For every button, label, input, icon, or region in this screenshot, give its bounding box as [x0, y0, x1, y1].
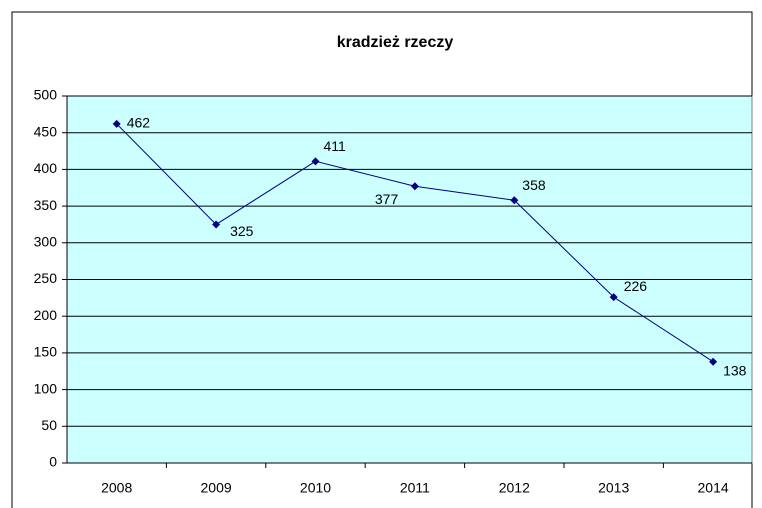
data-label: 411 — [324, 138, 347, 154]
x-tick-label: 2009 — [201, 480, 232, 496]
data-point — [609, 293, 618, 302]
x-tick-label: 2013 — [598, 480, 629, 496]
y-tick-label: 150 — [34, 344, 58, 360]
data-label: 138 — [723, 362, 747, 378]
data-label: 377 — [375, 191, 399, 207]
data-label: 358 — [522, 177, 546, 193]
y-tick-label: 350 — [34, 197, 58, 213]
chart-title: kradzież rzeczy — [337, 34, 454, 51]
x-tick-label: 2012 — [499, 480, 530, 496]
y-tick-label: 50 — [41, 417, 57, 433]
y-tick-label: 450 — [34, 123, 58, 139]
data-point — [410, 182, 419, 191]
y-tick-label: 500 — [34, 87, 58, 103]
y-tick-label: 200 — [34, 307, 58, 323]
y-tick-label: 0 — [49, 454, 57, 470]
data-point — [510, 196, 519, 205]
y-tick-label: 400 — [34, 160, 58, 176]
x-tick-label: 2011 — [400, 480, 430, 496]
y-tick-label: 100 — [34, 380, 58, 396]
y-tick-label: 250 — [34, 270, 58, 286]
data-point — [112, 119, 121, 128]
x-tick-label: 2010 — [300, 480, 331, 496]
data-point — [311, 157, 320, 166]
x-tick-label: 2014 — [698, 480, 729, 496]
y-tick-label: 300 — [34, 234, 58, 250]
x-tick-label: 2008 — [101, 480, 132, 496]
data-label: 462 — [127, 115, 151, 131]
data-point — [709, 357, 718, 366]
data-label: 325 — [230, 223, 254, 239]
data-point — [212, 220, 221, 229]
data-label: 226 — [624, 278, 648, 294]
